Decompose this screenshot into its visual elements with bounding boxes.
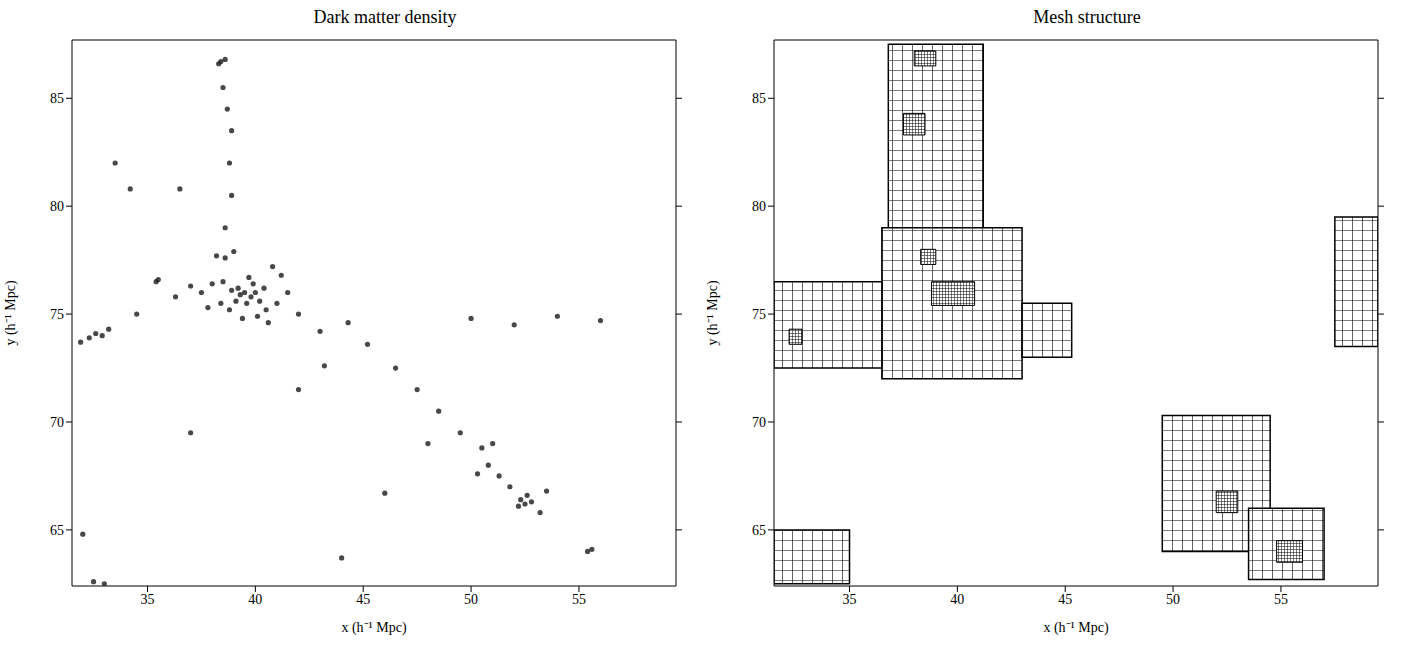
html-text:Dark matter density: Dark matter density <box>313 7 457 27</box>
svg-text:40: 40 <box>950 592 964 607</box>
svg-text:80: 80 <box>752 199 766 214</box>
svg-text:85: 85 <box>752 91 766 106</box>
svg-text:65: 65 <box>752 523 766 538</box>
html-text:Mesh structure: Mesh structure <box>1033 7 1141 27</box>
svg-text:40: 40 <box>248 592 262 607</box>
svg-text:75: 75 <box>50 307 64 322</box>
svg-text:70: 70 <box>752 415 766 430</box>
svg-text:85: 85 <box>50 91 64 106</box>
svg-text:45: 45 <box>356 592 370 607</box>
svg-text:x (h⁻¹ Mpc): x (h⁻¹ Mpc) <box>341 620 407 636</box>
svg-text:50: 50 <box>1166 592 1180 607</box>
svg-text:35: 35 <box>141 592 155 607</box>
svg-text:y (h⁻¹ Mpc): y (h⁻¹ Mpc) <box>705 280 721 346</box>
svg-text:70: 70 <box>50 415 64 430</box>
svg-text:55: 55 <box>572 592 586 607</box>
svg-text:65: 65 <box>50 523 64 538</box>
svg-text:75: 75 <box>752 307 766 322</box>
svg-text:35: 35 <box>843 592 857 607</box>
svg-text:x (h⁻¹ Mpc): x (h⁻¹ Mpc) <box>1043 620 1109 636</box>
svg-text:45: 45 <box>1058 592 1072 607</box>
svg-text:y (h⁻¹ Mpc): y (h⁻¹ Mpc) <box>3 280 19 346</box>
svg-text:80: 80 <box>50 199 64 214</box>
svg-text:50: 50 <box>464 592 478 607</box>
svg-text:55: 55 <box>1274 592 1288 607</box>
